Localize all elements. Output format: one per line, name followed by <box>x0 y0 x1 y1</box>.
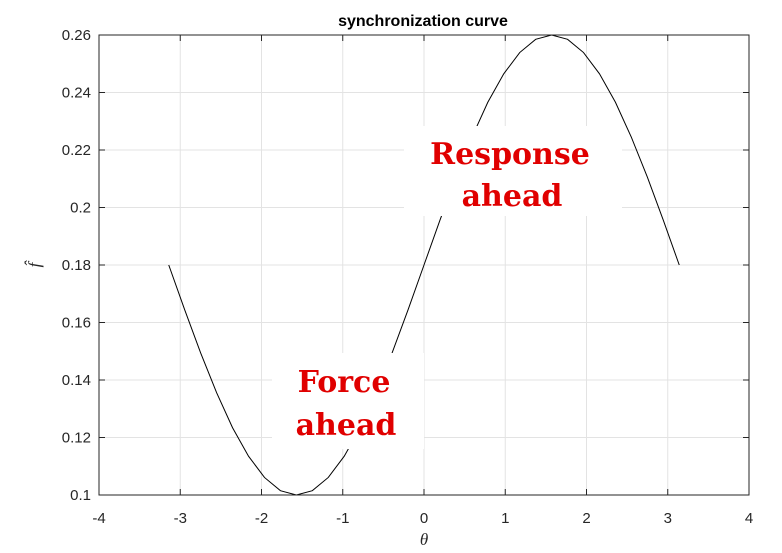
x-tick-label: 2 <box>582 510 590 527</box>
x-axis-label: θ <box>420 530 428 549</box>
chart-title: synchronization curve <box>338 13 508 30</box>
annotations: Response ahead Force ahead <box>272 126 622 449</box>
x-tick-label: 4 <box>745 510 753 527</box>
y-tick-label: 0.18 <box>62 257 91 274</box>
annotation-force-line1: Force <box>298 365 391 400</box>
x-tick-label: -2 <box>255 510 268 527</box>
tick-labels: -4 -3 -2 -1 0 1 2 3 4 0.1 0.12 0.14 0.16 0.18 0.2 0.22 0… <box>62 27 753 527</box>
y-tick-label: 0.1 <box>70 487 91 504</box>
x-tick-label: -1 <box>336 510 349 527</box>
series-lines <box>168 34 680 496</box>
x-tick-label: -4 <box>92 510 105 527</box>
annotation-force-ahead: Force ahead <box>272 353 424 449</box>
annotation-force-line2: ahead <box>296 408 397 443</box>
y-tick-label: 0.24 <box>62 85 91 102</box>
y-tick-label: 0.22 <box>62 142 91 159</box>
y-tick-label: 0.26 <box>62 27 91 44</box>
annotation-response-ahead: Response ahead <box>404 126 622 216</box>
axis-ticks <box>98 34 750 496</box>
x-tick-label: 1 <box>501 510 509 527</box>
y-tick-label: 0.12 <box>62 430 91 447</box>
x-tick-label: -3 <box>174 510 187 527</box>
x-tick-label: 3 <box>664 510 672 527</box>
y-tick-label: 0.16 <box>62 315 91 332</box>
x-tick-label: 0 <box>420 510 428 527</box>
annotation-response-line1: Response <box>430 137 590 172</box>
series-line-0 <box>168 34 680 496</box>
y-tick-label: 0.14 <box>62 372 91 389</box>
annotation-response-line2: ahead <box>462 179 563 214</box>
y-tick-label: 0.2 <box>70 200 91 217</box>
y-axis-label: f̂ <box>24 260 44 268</box>
